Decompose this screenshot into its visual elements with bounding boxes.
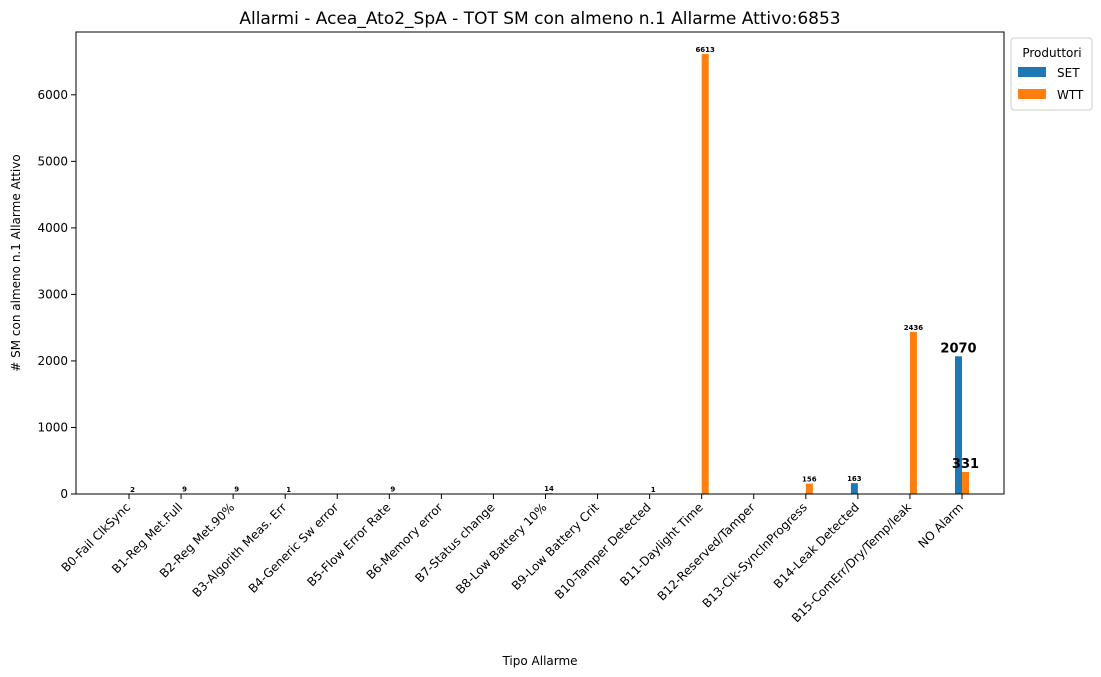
data-labels-layer: 2 9 9 1 9 14 1 6613 156 163 2436 2070 331: [130, 46, 979, 494]
y-tick-label-2000: 2000: [37, 354, 68, 368]
x-tick-label-8: B8-Low Battery 10%: [453, 500, 550, 597]
data-label-wtt-3: 1: [286, 486, 291, 494]
x-tick-label-3: B3-Algorith Meas. Err: [190, 500, 290, 600]
bar-set-14: [850, 483, 858, 494]
y-tick-label-1000: 1000: [37, 420, 68, 434]
y-tick-label-6000: 6000: [37, 88, 68, 102]
data-label-set-16: 2070: [940, 341, 976, 356]
bars-layer: [129, 54, 969, 494]
x-tick-label-13: B13-Clk-SyncInProgress: [700, 500, 810, 610]
bar-wtt-16: [962, 471, 969, 494]
y-axis-title: # SM con almeno n.1 Allarme Attivo: [9, 154, 23, 371]
x-tick-label-4: B4-Generic Sw error: [246, 500, 342, 596]
bar-wtt-15: [909, 331, 917, 494]
y-tick-label-4000: 4000: [37, 221, 68, 235]
plot-frame: [75, 31, 1005, 495]
y-tick-label-5000: 5000: [37, 154, 68, 168]
data-label-wtt-1: 9: [182, 485, 187, 493]
bar-set-16: [955, 356, 962, 494]
data-label-wtt-15: 2436: [904, 324, 924, 332]
data-label-wtt-8: 14: [544, 485, 554, 493]
data-label-wtt-11: 6613: [695, 46, 715, 54]
y-axis: 0 1000 2000 3000 4000 5000 6000: [37, 88, 76, 501]
data-label-wtt-5: 9: [390, 485, 395, 493]
y-tick-label-3000: 3000: [37, 287, 68, 301]
legend-swatch-wtt: [1018, 89, 1046, 99]
legend-label-wtt: WTT: [1057, 88, 1084, 102]
x-tick-label-14: B14-Leak Detected: [771, 500, 862, 591]
legend-swatch-set: [1018, 67, 1046, 77]
data-label-wtt-0: 2: [130, 486, 135, 494]
legend-title: Produttori: [1022, 46, 1081, 60]
data-label-wtt-16: 331: [952, 457, 979, 472]
bar-wtt-11: [701, 54, 709, 494]
y-tick-label-0: 0: [60, 487, 68, 501]
legend-label-set: SET: [1057, 66, 1080, 80]
data-label-set-14: 163: [847, 475, 862, 483]
x-tick-label-12: B12-Reserved/Tamper: [655, 500, 758, 603]
x-tick-label-16: NO Alarm: [916, 500, 967, 551]
chart-title: Allarmi - Acea_Ato2_SpA - TOT SM con alm…: [239, 9, 840, 29]
data-label-wtt-13: 156: [802, 476, 817, 484]
x-tick-label-9: B9-Low Battery Crit: [509, 500, 602, 593]
x-tick-label-10: B10-Tamper Detected: [552, 500, 654, 602]
bar-wtt-13: [805, 483, 813, 494]
data-label-wtt-2: 9: [234, 485, 239, 493]
data-label-wtt-10: 1: [651, 486, 656, 494]
legend: Produttori SET WTT: [1010, 37, 1093, 111]
x-axis-title: Tipo Allarme: [501, 654, 577, 668]
